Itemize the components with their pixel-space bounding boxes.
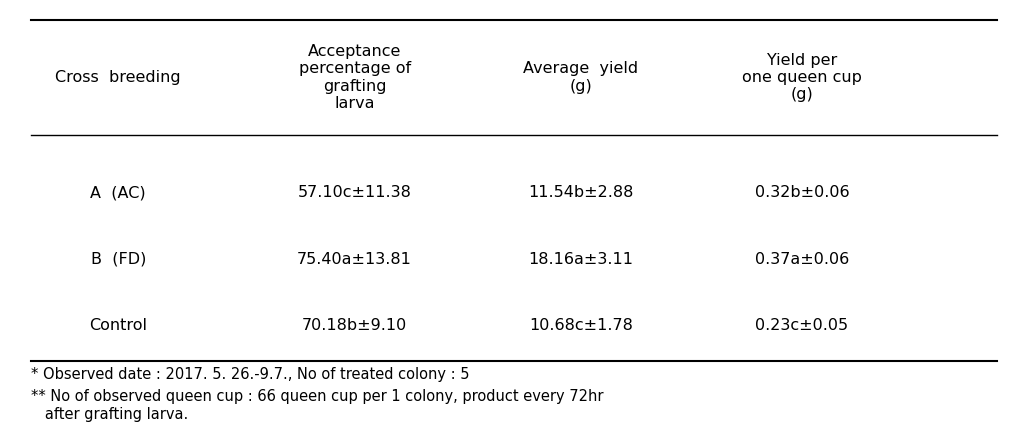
Text: 18.16a±3.11: 18.16a±3.11 [528,252,633,267]
Text: 11.54b±2.88: 11.54b±2.88 [528,185,633,200]
Text: ** No of observed queen cup : 66 queen cup per 1 colony, product every 72hr: ** No of observed queen cup : 66 queen c… [31,389,603,404]
Text: 0.23c±0.05: 0.23c±0.05 [756,318,848,333]
Text: Control: Control [89,318,147,333]
Text: B  (FD): B (FD) [90,252,146,267]
Text: 0.37a±0.06: 0.37a±0.06 [755,252,849,267]
Text: Yield per
one queen cup
(g): Yield per one queen cup (g) [742,53,861,102]
Text: 75.40a±13.81: 75.40a±13.81 [297,252,412,267]
Text: Average  yield
(g): Average yield (g) [523,61,638,94]
Text: * Observed date : 2017. 5. 26.-9.7., No of treated colony : 5: * Observed date : 2017. 5. 26.-9.7., No … [31,367,470,382]
Text: 70.18b±9.10: 70.18b±9.10 [302,318,407,333]
Text: Acceptance
percentage of
grafting
larva: Acceptance percentage of grafting larva [298,44,411,111]
Text: 10.68c±1.78: 10.68c±1.78 [528,318,633,333]
Text: A  (AC): A (AC) [90,185,146,200]
Text: 0.32b±0.06: 0.32b±0.06 [755,185,849,200]
Text: after grafting larva.: after grafting larva. [31,407,188,422]
Text: 57.10c±11.38: 57.10c±11.38 [298,185,411,200]
Text: Cross  breeding: Cross breeding [56,70,181,85]
